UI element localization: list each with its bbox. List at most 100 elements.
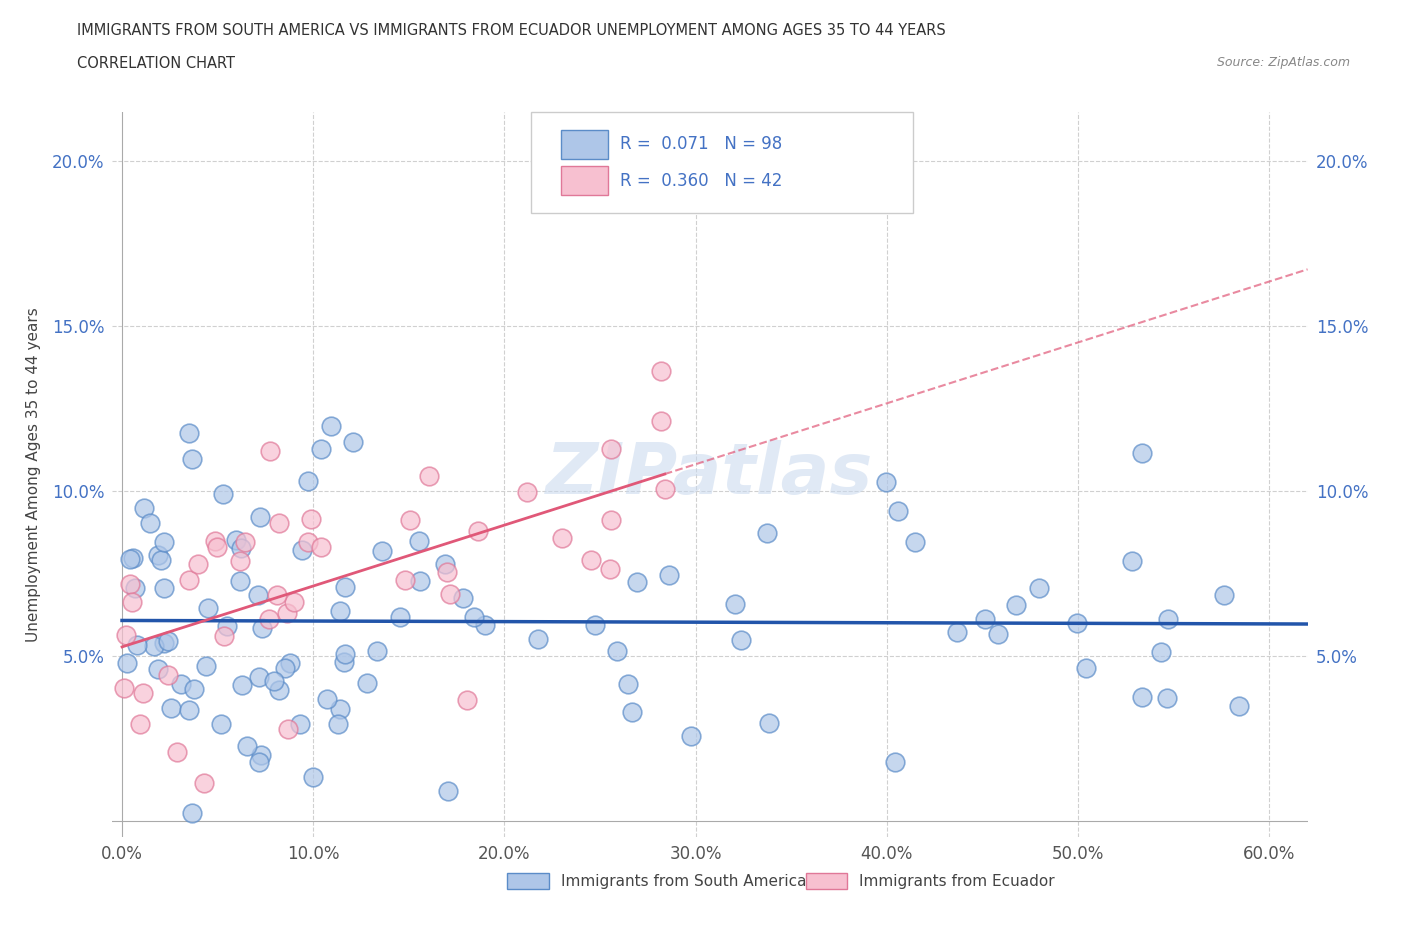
Point [418,468,440,483]
Point [600,442,623,457]
Point [581,552,603,567]
Point [527,631,550,646]
Point [204,533,226,548]
Y-axis label: Unemployment Among Ages 35 to 44 years: Unemployment Among Ages 35 to 44 years [25,307,41,642]
Point [606,644,628,658]
Point [247,754,270,769]
Point [139,516,162,531]
Point [112,681,135,696]
Point [180,451,202,466]
Point [246,587,269,602]
Point [309,442,332,457]
Point [650,414,672,429]
Point [249,510,271,525]
Point [883,754,905,769]
Text: R =  0.360   N = 42: R = 0.360 N = 42 [620,171,783,190]
Point [399,512,422,527]
Point [143,639,166,654]
Point [157,668,180,683]
Point [875,474,897,489]
Text: Source: ZipAtlas.com: Source: ZipAtlas.com [1216,56,1350,69]
Point [134,500,156,515]
Text: Immigrants from South America: Immigrants from South America [561,874,806,889]
Point [259,444,281,458]
Point [758,715,780,730]
Point [302,770,325,785]
Point [229,573,252,588]
Point [297,535,319,550]
Point [439,586,461,601]
Point [125,637,148,652]
Point [388,609,411,624]
Point [453,591,475,605]
Point [658,568,681,583]
Point [1130,690,1153,705]
Point [309,539,332,554]
Point [329,604,352,618]
Point [654,482,676,497]
Point [599,562,621,577]
Point [433,557,456,572]
Point [170,677,193,692]
Point [177,703,200,718]
Point [283,594,305,609]
Point [177,425,200,440]
Point [299,512,322,526]
Text: CORRELATION CHART: CORRELATION CHART [77,56,235,71]
Point [121,594,143,609]
FancyBboxPatch shape [806,873,848,889]
Point [150,552,173,567]
Text: ZIPatlas: ZIPatlas [547,440,873,509]
Point [124,580,146,595]
Point [159,701,181,716]
Point [474,618,496,632]
Point [342,434,364,449]
Point [366,644,388,658]
Text: IMMIGRANTS FROM SOUTH AMERICA VS IMMIGRANTS FROM ECUADOR UNEMPLOYMENT AMONG AGES: IMMIGRANTS FROM SOUTH AMERICA VS IMMIGRA… [77,23,946,38]
Point [118,551,141,566]
Point [118,577,141,591]
Point [681,729,703,744]
Point [887,503,910,518]
Point [463,610,485,625]
Text: Immigrants from Ecuador: Immigrants from Ecuador [859,874,1054,889]
Point [987,627,1010,642]
Point [179,573,201,588]
Point [730,632,752,647]
Point [267,683,290,698]
Point [297,473,319,488]
Point [583,618,606,632]
Point [231,540,253,555]
Point [263,673,285,688]
Point [551,530,574,545]
Point [408,534,430,549]
Point [215,618,238,633]
Point [437,784,460,799]
Point [153,534,176,549]
Point [600,512,623,527]
Point [146,661,169,676]
FancyBboxPatch shape [561,130,609,159]
Point [332,655,354,670]
Point [156,633,179,648]
Point [456,693,478,708]
Point [973,611,995,626]
Point [436,565,458,579]
Point [626,575,648,590]
Point [1066,616,1088,631]
Point [236,738,259,753]
Point [266,588,288,603]
Point [1227,698,1250,713]
Point [1212,588,1234,603]
Point [195,659,218,674]
Point [1121,553,1143,568]
Point [467,524,489,538]
Point [250,748,273,763]
Point [616,676,638,691]
Point [193,776,215,790]
Point [356,676,378,691]
Point [252,621,274,636]
Point [277,722,299,737]
Point [650,363,672,378]
Point [225,532,247,547]
